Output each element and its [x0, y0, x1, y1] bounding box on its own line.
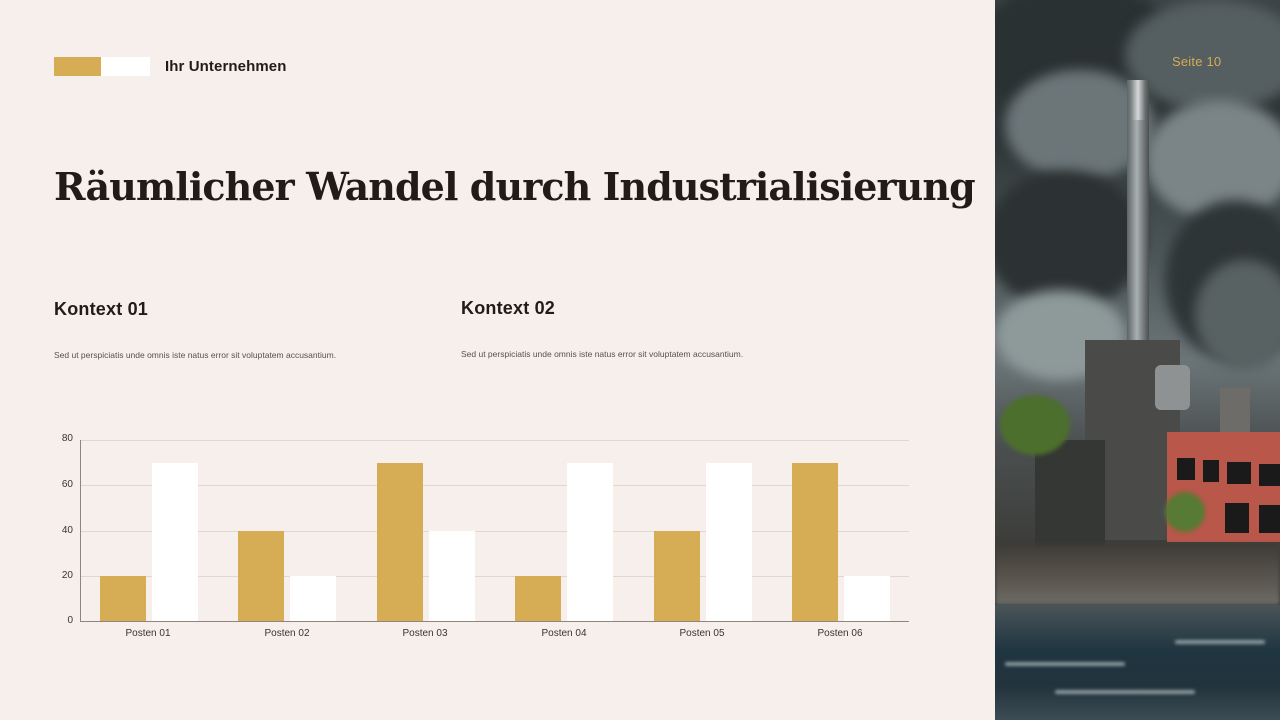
tree [1000, 395, 1070, 455]
bar-2-posten-02 [290, 575, 337, 621]
bar-chart: 0 20 40 60 80 Posten 01 Posten 02 Posten… [61, 433, 909, 639]
smoke-cloud [1195, 260, 1280, 370]
brand-swatch-gold [54, 57, 101, 76]
bar-1-posten-06 [792, 462, 838, 621]
y-tick-label: 20 [61, 570, 73, 581]
slide-title: Räumlicher Wandel durch Industrialisieru… [54, 164, 976, 209]
bar-2-posten-06 [844, 575, 890, 621]
y-tick-label: 40 [61, 525, 73, 536]
smokestack [1127, 80, 1149, 370]
window [1259, 505, 1280, 533]
context-block-2: Kontext 02 Sed ut perspiciatis unde omni… [461, 298, 743, 359]
x-tick-label: Posten 02 [264, 628, 310, 639]
bar-2-posten-04 [567, 462, 614, 621]
window [1177, 458, 1195, 480]
y-axis [80, 440, 81, 621]
window [1227, 462, 1251, 484]
rubble [995, 545, 1280, 605]
bar-1-posten-04 [515, 575, 562, 621]
gridline [80, 485, 909, 486]
ruin [1035, 440, 1105, 550]
page-number: Seite 10 [1172, 54, 1222, 69]
x-tick-label: Posten 06 [817, 628, 863, 639]
x-tick-label: Posten 05 [679, 628, 725, 639]
gridline [80, 576, 909, 577]
water-foam [1175, 640, 1265, 644]
bar-1-posten-02 [238, 530, 285, 621]
smoke-cloud [1125, 0, 1280, 110]
bar-2-posten-03 [428, 530, 475, 621]
bar-2-posten-01 [152, 462, 198, 621]
bar-2-posten-05 [705, 462, 752, 621]
water-tank [1155, 365, 1190, 410]
brand-swatch-white [101, 57, 150, 76]
x-axis [80, 621, 909, 622]
context-block-1: Kontext 01 Sed ut perspiciatis unde omni… [54, 299, 336, 360]
x-tick-label: Posten 04 [541, 628, 587, 639]
y-tick-label: 60 [61, 479, 73, 490]
context-text: Sed ut perspiciatis unde omnis iste natu… [461, 349, 744, 359]
y-tick-label: 0 [67, 615, 73, 626]
smoke-cloud [995, 170, 1145, 310]
brand-header: Ihr Unternehmen [54, 57, 287, 76]
window [1225, 503, 1249, 533]
bar-1-posten-05 [653, 530, 700, 621]
context-heading: Kontext 02 [461, 298, 556, 318]
water-foam [1055, 690, 1195, 694]
bar-1-posten-01 [100, 575, 146, 621]
gridline [80, 440, 909, 441]
industrial-photo [995, 0, 1280, 720]
water-foam [1005, 662, 1125, 666]
brand-color-swatch [54, 57, 150, 76]
y-tick-label: 80 [61, 433, 73, 444]
context-heading: Kontext 01 [54, 299, 149, 319]
brand-name: Ihr Unternehmen [165, 58, 287, 75]
x-tick-label: Posten 01 [125, 628, 171, 639]
window [1259, 464, 1280, 486]
window [1203, 460, 1219, 482]
tree [1165, 492, 1205, 532]
x-tick-label: Posten 03 [402, 628, 448, 639]
gridline [80, 531, 909, 532]
smoke-cloud [1145, 100, 1280, 220]
smokestack-top [1131, 80, 1145, 120]
context-text: Sed ut perspiciatis unde omnis iste natu… [54, 350, 337, 360]
bar-1-posten-03 [376, 462, 423, 621]
